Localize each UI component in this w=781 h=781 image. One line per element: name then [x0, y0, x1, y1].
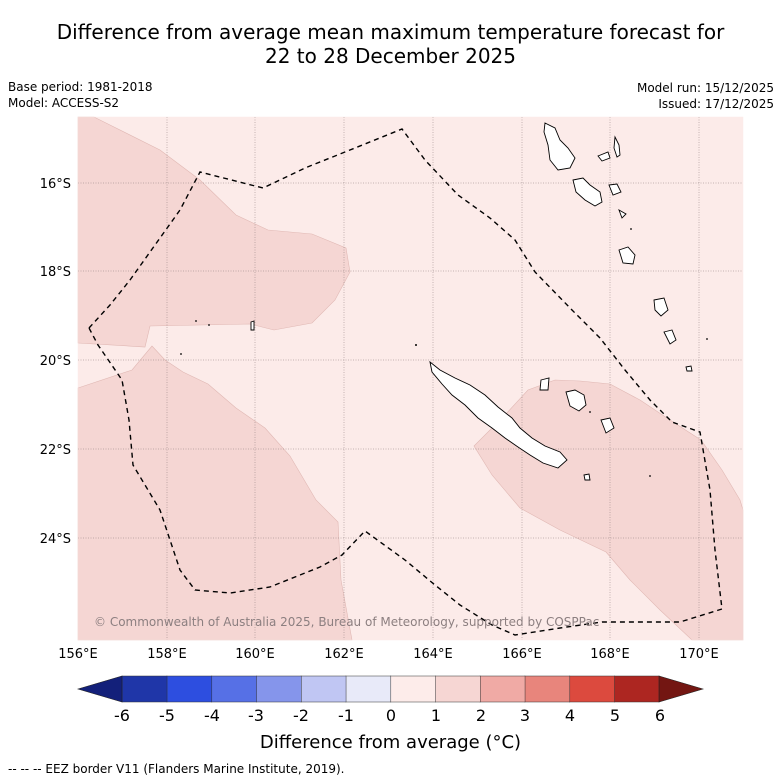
vanuatu-island: [597, 151, 611, 162]
y-tick-label: 20°S: [40, 354, 71, 369]
colorbar-segment: [569, 675, 615, 703]
colorbar-tick: -2: [293, 706, 309, 725]
small-island: [685, 365, 693, 372]
map-title-line-1: Difference from average mean maximum tem…: [56, 20, 725, 44]
colorbar-tick: -1: [338, 706, 354, 725]
islet-dot: [649, 475, 651, 477]
islet-dot: [415, 344, 417, 346]
map-title-line-2: 22 to 28 December 2025: [264, 44, 516, 68]
loyalty-island: [565, 389, 587, 412]
x-tick-label: 168°E: [590, 647, 630, 662]
x-tick-label: 166°E: [502, 647, 542, 662]
colorbar-segment: [435, 675, 481, 703]
vanuatu-island: [618, 208, 627, 219]
islet-dot: [706, 338, 708, 340]
issued-date: Issued: 17/12/2025: [658, 97, 774, 111]
vanuatu-island: [572, 177, 603, 207]
colorbar: [76, 675, 705, 703]
colorbar-high-extend: [658, 675, 705, 703]
colorbar-segment: [390, 675, 436, 703]
islet-dot: [208, 324, 210, 326]
colorbar-title: Difference from average (°C): [259, 732, 522, 753]
y-tick-label: 18°S: [40, 265, 71, 280]
x-tick-label: 158°E: [147, 647, 187, 662]
vanuatu-island: [663, 329, 677, 345]
y-tick-label: 22°S: [40, 443, 71, 458]
vanuatu-island: [618, 246, 636, 265]
colorbar-segment: [345, 675, 392, 703]
colorbar-tick: 3: [520, 706, 530, 725]
map-frame: [77, 116, 744, 641]
colorbar-segment: [614, 675, 660, 703]
model-run: Model run: 15/12/2025: [636, 81, 774, 95]
isle-of-pines: [583, 473, 591, 481]
colorbar-segment: [211, 675, 257, 703]
colorbar-tick-labels: -6 -5 -4 -3 -2 -1 0 1 2 3 4 5 6: [114, 706, 665, 725]
colorbar-segment: [524, 675, 571, 703]
colorbar-tick: -3: [248, 706, 264, 725]
x-tick-label: 156°E: [58, 647, 98, 662]
y-tick-label: 24°S: [40, 532, 71, 547]
islet-dot: [180, 353, 182, 355]
colorbar-segment: [121, 675, 168, 703]
vanuatu-island: [653, 297, 669, 317]
y-axis-labels: 16°S 18°S 20°S 22°S 24°S: [40, 177, 71, 547]
base-period: Base period: 1981-2018: [8, 80, 153, 94]
new-caledonia-island: [429, 360, 568, 469]
x-tick-label: 160°E: [235, 647, 275, 662]
y-tick-label: 16°S: [40, 177, 71, 192]
colorbar-segment: [256, 675, 302, 703]
colorbar-tick: 0: [386, 706, 396, 725]
colorbar-tick: 4: [565, 706, 575, 725]
colorbar-tick: -4: [204, 706, 220, 725]
colorbar-tick: -5: [159, 706, 175, 725]
colorbar-tick: 2: [476, 706, 486, 725]
colorbar-tick: 1: [431, 706, 441, 725]
colorbar-segment: [300, 675, 347, 703]
colorbar-segment: [479, 675, 526, 703]
x-axis-labels: 156°E 158°E 160°E 162°E 164°E 166°E 168°…: [58, 647, 719, 662]
colorbar-segment: [166, 675, 213, 703]
islet-dot: [630, 228, 632, 230]
x-tick-label: 164°E: [413, 647, 453, 662]
colorbar-tick: -6: [114, 706, 130, 725]
anomaly-region-northwest: [77, 116, 351, 348]
islet-dot: [195, 320, 197, 322]
islet-dot: [589, 411, 591, 413]
eez-legend-note: -- -- -- EEZ border V11 (Flanders Marine…: [8, 762, 345, 776]
islands: [250, 122, 693, 481]
vanuatu-island: [613, 135, 621, 158]
anomaly-region-southwest: [77, 345, 353, 641]
loyalty-island: [539, 377, 550, 391]
x-tick-label: 170°E: [679, 647, 719, 662]
copyright-text: © Commonwealth of Australia 2025, Bureau…: [94, 615, 599, 629]
islets: [180, 228, 708, 477]
x-tick-label: 162°E: [324, 647, 364, 662]
colorbar-tick: 5: [610, 706, 620, 725]
colorbar-tick: 6: [655, 706, 665, 725]
colorbar-low-extend: [76, 675, 123, 703]
vanuatu-island: [608, 183, 622, 196]
model-name: Model: ACCESS-S2: [8, 96, 120, 110]
vanuatu-north-island: [543, 122, 576, 171]
loyalty-island: [600, 417, 615, 434]
chesterfield-island: [250, 320, 255, 331]
